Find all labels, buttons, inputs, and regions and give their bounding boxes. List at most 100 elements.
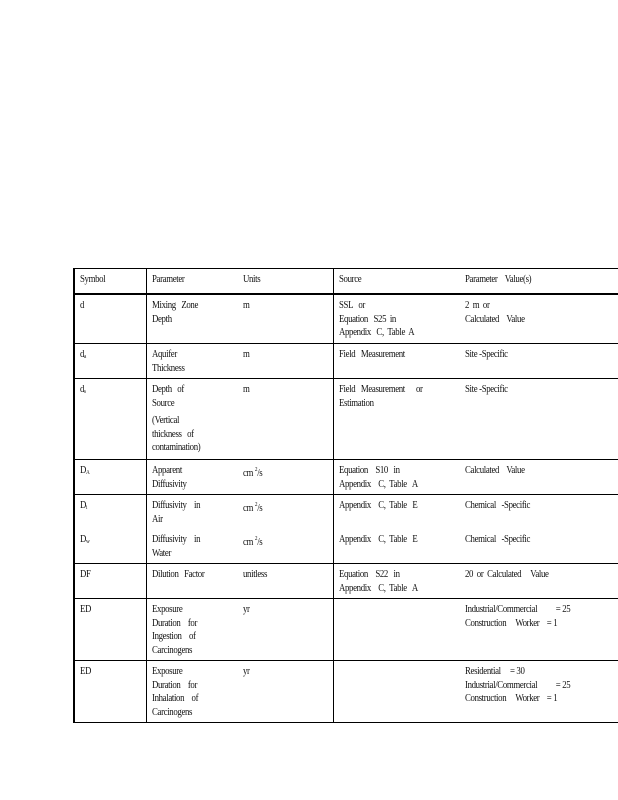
parameter-line: Apparent (152, 465, 182, 476)
column-divider (146, 661, 147, 722)
table-row: ED Exposure Duration for Inhalation of Carci… (75, 661, 618, 723)
units-tail: /s (257, 503, 263, 514)
value-line: Site -Specific (465, 349, 508, 360)
source-line: Equation S22 in (339, 569, 400, 580)
source-cell: Equation S10 in Appendix C, Table A (339, 464, 418, 491)
value-line: 20 or Calculated Value (465, 569, 549, 580)
value-cell: 2 m or Calculated Value (465, 299, 525, 326)
units: yr (243, 666, 250, 677)
symbol: D (80, 465, 87, 476)
units: unitless (243, 569, 268, 580)
value-line: Site -Specific (465, 384, 508, 395)
parameter-line: Carcinogens (152, 644, 193, 656)
table-row: ds Depth of Source (Vertical thickness of con… (75, 379, 618, 460)
parameter-line: Thickness (152, 362, 185, 374)
parameter-line: Depth of (152, 384, 184, 395)
value-line: Construction Worker = 1 (465, 693, 558, 704)
parameter-line: Diffusivity in (152, 500, 201, 511)
column-divider (146, 269, 147, 293)
source-line: Appendix C, Table A (339, 478, 418, 490)
symbol-cell: DA (80, 464, 90, 481)
table-row: d Mixing Zone Depth m SSL or Equation S25 in A… (75, 295, 618, 344)
symbol: DF (80, 569, 91, 580)
column-divider (333, 379, 334, 459)
symbol: d (80, 349, 85, 360)
source-line: SSL or (339, 300, 365, 311)
units-cell: yr (243, 665, 250, 679)
value-line: Chemical -Specific (465, 534, 531, 545)
table-row: da Aquifer Thickness m Field Measurement Site… (75, 344, 618, 379)
units: cm (243, 468, 255, 479)
symbol-cell: Dw (80, 533, 90, 550)
parameter-cell: Exposure Duration for Inhalation of Carcino… (152, 665, 199, 719)
parameter-line: Inhalation of (152, 693, 199, 704)
header-source: Source (339, 274, 362, 285)
units-superscript: 2 (254, 536, 258, 542)
parameter-line: Air (152, 513, 163, 525)
symbol-cell: da (80, 348, 86, 365)
symbol-cell: ED (80, 603, 91, 617)
column-divider (146, 599, 147, 660)
units-cell: yr (243, 603, 250, 617)
symbol-subscript: a (84, 354, 87, 360)
header-value: Parameter Value(s) (465, 274, 532, 285)
symbol: d (80, 384, 85, 395)
parameter-line: contamination) (152, 442, 201, 453)
units-cell: m (243, 383, 250, 397)
value-line: 2 m or (465, 300, 490, 311)
source-cell: Field Measurement or Estimation (339, 383, 423, 410)
parameter-cell: Apparent Diffusivity (152, 464, 187, 491)
value-cell: Chemical -Specific (465, 533, 530, 547)
column-divider (333, 564, 334, 598)
value-cell: Calculated Value (465, 464, 525, 478)
units: m (243, 349, 250, 360)
value-line: Residential = 30 (465, 666, 525, 677)
units-superscript: 2 (254, 467, 258, 473)
value-line: Chemical -Specific (465, 500, 531, 511)
parameter-line: Duration for (152, 617, 198, 629)
parameter-line: Aquifer (152, 349, 177, 360)
column-divider (333, 661, 334, 722)
header-units: Units (243, 274, 261, 285)
parameter-line: Exposure (152, 604, 183, 615)
parameter-line: Duration for (152, 679, 198, 691)
table-row: DF Dilution Factor unitless Equation S22 in… (75, 564, 618, 599)
units: cm (243, 537, 255, 548)
parameter-line: Exposure (152, 666, 183, 677)
source-line: Estimation (339, 397, 374, 409)
units: cm (243, 503, 255, 514)
parameter-cell: Diffusivity in Water (152, 533, 200, 560)
symbol-subscript: s (84, 389, 86, 395)
symbol: D (80, 500, 87, 511)
source-line: Equation S25 in (339, 313, 396, 325)
parameter-line: Source (152, 397, 175, 409)
units-cell: m (243, 299, 250, 313)
source-line: Appendix C, Table E (339, 534, 418, 545)
value-cell: Industrial/Commercial = 25 Construction W… (465, 603, 571, 630)
units-cell: m (243, 348, 250, 362)
parameter-line: Water (152, 547, 172, 559)
parameter-line: Diffusivity (152, 478, 187, 490)
parameter-line: (Vertical (152, 415, 180, 426)
units-tail: /s (257, 537, 263, 548)
source-line: Equation S10 in (339, 465, 400, 476)
value-cell: Site -Specific (465, 383, 508, 397)
column-divider (146, 379, 147, 459)
source-cell: Field Measurement (339, 348, 405, 362)
value-line: Construction Worker = 1 (465, 617, 558, 629)
value-line: Industrial/Commercial = 25 (465, 679, 571, 691)
value-cell: Chemical -Specific (465, 499, 530, 513)
value-cell: Site -Specific (465, 348, 508, 362)
parameter-cell: Aquifer Thickness (152, 348, 185, 375)
source-cell: Equation S22 in Appendix C, Table A (339, 568, 418, 595)
column-divider (333, 460, 334, 494)
symbol-cell: ED (80, 665, 91, 679)
parameter-line: Carcinogens (152, 706, 193, 718)
parameter-table: Symbol Parameter Units Source Parameter … (73, 268, 618, 723)
table-header-row: Symbol Parameter Units Source Parameter … (75, 269, 618, 295)
parameter-line: Diffusivity in (152, 534, 201, 545)
header-symbol: Symbol (80, 274, 106, 285)
symbol: D (80, 534, 87, 545)
column-divider (146, 295, 147, 343)
source-line: Appendix C, Table A (339, 327, 415, 338)
